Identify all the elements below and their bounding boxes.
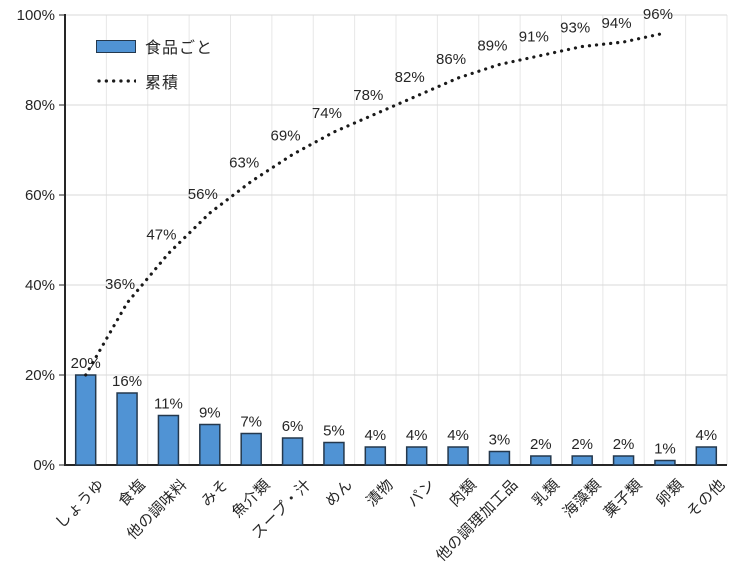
bar-value-label: 3%: [489, 432, 511, 449]
bar: [240, 432, 262, 466]
bar-value-label: 2%: [530, 436, 552, 453]
bar-value-label: 11%: [154, 396, 183, 413]
bar: [157, 414, 180, 466]
cumulative-value-label: 36%: [105, 276, 135, 293]
bar: [74, 374, 97, 466]
legend-item-line: 累積: [96, 68, 213, 94]
bar: [447, 446, 469, 466]
bar-value-label: 4%: [695, 427, 717, 444]
chart-legend: 食品ごと 累積: [96, 33, 213, 103]
bar: [364, 446, 387, 466]
bar-value-label: 20%: [71, 355, 101, 372]
bar: [530, 455, 552, 466]
cumulative-value-label: 56%: [188, 186, 218, 203]
dotted-line-swatch: [97, 79, 136, 83]
bar-value-label: 6%: [282, 418, 304, 435]
legend-item-bars: 食品ごと: [96, 33, 213, 59]
cumulative-value-label: 93%: [560, 20, 590, 37]
bar-value-label: 16%: [112, 373, 142, 390]
bar-value-label: 4%: [364, 427, 386, 444]
bar: [612, 455, 635, 466]
bar: [199, 423, 221, 466]
cumulative-value-label: 47%: [146, 227, 176, 244]
bar: [116, 392, 138, 466]
bar-value-label: 2%: [613, 436, 635, 453]
cumulative-value-label: 94%: [602, 15, 632, 32]
bar: [654, 459, 676, 466]
cumulative-value-label: 74%: [312, 105, 342, 122]
bar: [488, 450, 511, 466]
cumulative-value-label: 89%: [477, 38, 507, 55]
bar-value-label: 5%: [323, 423, 345, 440]
cumulative-value-label: 63%: [229, 155, 259, 172]
y-tick-label: 60%: [25, 187, 55, 204]
cumulative-value-label: 69%: [271, 128, 301, 145]
bar-series-swatch: [96, 39, 136, 53]
y-tick-label: 80%: [25, 97, 55, 114]
bar: [695, 446, 718, 466]
bar: [571, 455, 593, 466]
bar-value-label: 7%: [240, 414, 262, 431]
y-tick-label: 20%: [25, 367, 55, 384]
y-tick-label: 40%: [25, 277, 55, 294]
cumulative-value-label: 91%: [519, 29, 549, 46]
bar: [405, 446, 428, 466]
bar-value-label: 1%: [654, 441, 676, 458]
legend-label-line: 累積: [145, 75, 180, 92]
cumulative-line: [84, 31, 667, 377]
bar-value-label: 9%: [199, 405, 221, 422]
bar-value-label: 4%: [447, 427, 469, 444]
bar: [323, 441, 345, 466]
bar-value-label: 4%: [406, 427, 428, 444]
cumulative-value-label: 82%: [395, 69, 425, 86]
cumulative-value-label: 96%: [643, 6, 673, 23]
y-tick-label: 100%: [17, 7, 55, 24]
cumulative-value-label: 78%: [353, 87, 383, 104]
legend-label-bars: 食品ごと: [145, 40, 214, 57]
cumulative-value-label: 86%: [436, 51, 466, 68]
bar-value-label: 2%: [571, 436, 593, 453]
y-tick-label: 0%: [33, 457, 55, 474]
bar: [281, 437, 304, 466]
